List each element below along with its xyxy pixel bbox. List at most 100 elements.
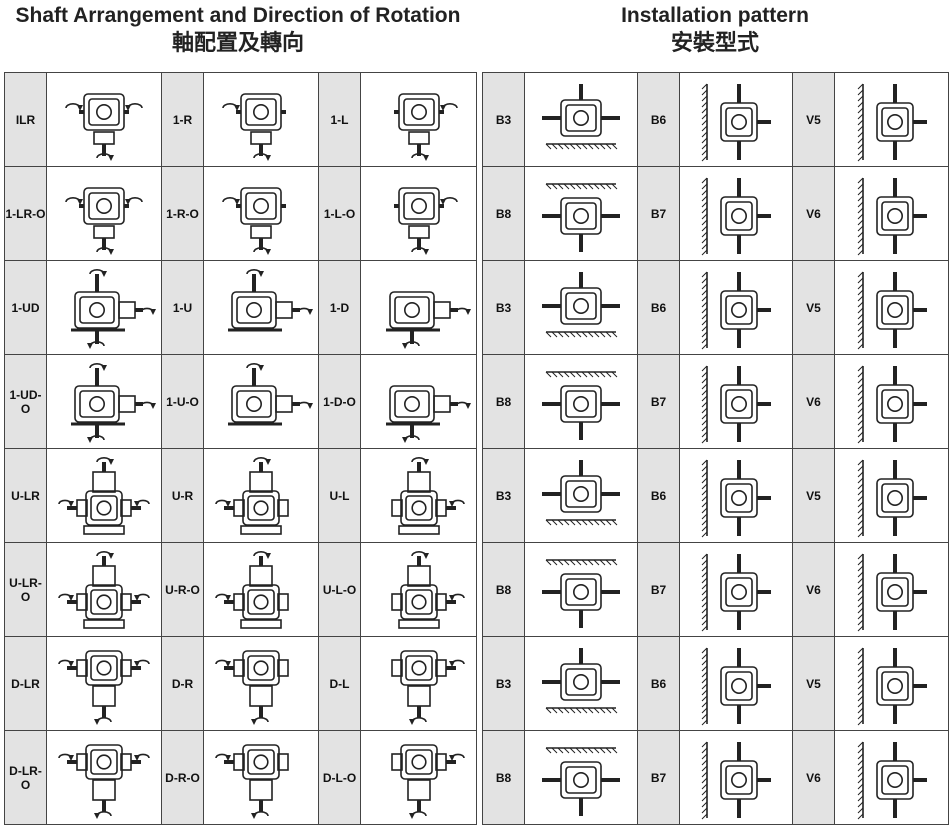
gearbox-rot-icon <box>65 92 143 161</box>
wall-mount-left-icon <box>701 177 771 255</box>
arrangement-figure <box>834 354 949 449</box>
arrangement-label: B6 <box>637 636 680 731</box>
wall-mount-left-icon <box>857 647 927 725</box>
arrangement-label: B6 <box>637 72 680 167</box>
table-row: B3 B6 V5 <box>482 260 949 355</box>
arrangement-figure <box>203 72 319 167</box>
arrangement-label: U-LR-O <box>4 542 47 637</box>
wall-mount-left-icon <box>701 459 771 537</box>
arrangement-label: U-R-O <box>161 542 204 637</box>
gearbox-tower-rot-icon <box>215 550 289 629</box>
arrangement-label: B3 <box>482 72 525 167</box>
arrangement-figure <box>679 542 793 637</box>
gearbox-inverted-rot-icon <box>215 743 289 819</box>
arrangement-figure <box>360 260 477 355</box>
gearbox-rot-icon <box>65 186 143 255</box>
wall-mount-left-icon <box>857 83 927 161</box>
floor-mount-icon <box>542 271 620 337</box>
arrangement-label: 1-U-O <box>161 354 204 449</box>
gearbox-rot-icon <box>222 186 286 255</box>
arrangement-label: 1-R <box>161 72 204 167</box>
arrangement-label: 1-R-O <box>161 166 204 261</box>
arrangement-label: 1-U <box>161 260 204 355</box>
gearbox-tower-rot-icon <box>215 456 289 535</box>
floor-mount-icon <box>542 647 620 713</box>
arrangement-label: D-R-O <box>161 730 204 825</box>
arrangement-figure <box>524 448 638 543</box>
arrangement-label: B3 <box>482 636 525 731</box>
arrangement-label: 1-UD-O <box>4 354 47 449</box>
arrangement-figure <box>524 636 638 731</box>
arrangement-label: D-LR <box>4 636 47 731</box>
arrangement-label: B8 <box>482 542 525 637</box>
arrangement-label: B3 <box>482 260 525 355</box>
arrangement-figure <box>679 166 793 261</box>
arrangement-label: U-R <box>161 448 204 543</box>
right-title-en: Installation pattern <box>621 4 809 27</box>
arrangement-label: 1-LR-O <box>4 166 47 261</box>
floor-mount-icon <box>542 459 620 525</box>
gearbox-side-rot-icon <box>71 362 156 443</box>
arrangement-figure <box>46 72 162 167</box>
arrangement-label: 1-L <box>318 72 361 167</box>
gearbox-tower-rot-icon <box>390 550 465 629</box>
arrangement-figure <box>203 166 319 261</box>
arrangement-figure <box>46 730 162 825</box>
arrangement-label: 1-L-O <box>318 166 361 261</box>
arrangement-figure <box>834 72 949 167</box>
arrangement-label: V5 <box>792 260 835 355</box>
wall-mount-left-icon <box>701 271 771 349</box>
gearbox-side-rot-icon <box>71 268 156 349</box>
gearbox-tower-rot-icon <box>58 550 150 629</box>
table-row: B3 B6 V5 <box>482 72 949 167</box>
wall-mount-left-icon <box>857 553 927 631</box>
wall-mount-left-icon <box>701 83 771 161</box>
gearbox-inverted-rot-icon <box>58 743 150 819</box>
ceiling-mount-icon <box>542 746 620 816</box>
gearbox-rot-icon <box>222 92 286 161</box>
arrangement-label: 1-D-O <box>318 354 361 449</box>
arrangement-figure <box>360 730 477 825</box>
gearbox-inverted-rot-icon <box>215 649 289 725</box>
wall-mount-left-icon <box>701 553 771 631</box>
table-row: B3 B6 V5 <box>482 636 949 731</box>
wall-mount-left-icon <box>857 177 927 255</box>
wall-mount-left-icon <box>857 365 927 443</box>
arrangement-label: B8 <box>482 354 525 449</box>
arrangement-label: U-L-O <box>318 542 361 637</box>
wall-mount-left-icon <box>701 365 771 443</box>
table-row: U-LR U-R U-L <box>4 448 477 543</box>
ceiling-mount-icon <box>542 558 620 628</box>
arrangement-figure <box>203 636 319 731</box>
table-row: B8 B7 V6 <box>482 166 949 261</box>
arrangement-label: V6 <box>792 730 835 825</box>
wall-mount-left-icon <box>857 459 927 537</box>
arrangement-label: B8 <box>482 166 525 261</box>
table-row: ILR 1-R 1-L <box>4 72 477 167</box>
table-row: D-LR-O D-R-O D-L-O <box>4 730 477 825</box>
arrangement-label: B6 <box>637 448 680 543</box>
ceiling-mount-icon <box>542 182 620 252</box>
right-heading: Installation pattern 安裝型式 <box>482 2 948 58</box>
table-row: B3 B6 V5 <box>482 448 949 543</box>
arrangement-label: V6 <box>792 354 835 449</box>
installation-pattern-table: B3 B6 V5 B8 B7 V6 B3 B6 V5 <box>482 72 949 825</box>
wall-mount-left-icon <box>701 741 771 819</box>
arrangement-figure <box>360 542 477 637</box>
arrangement-figure <box>46 354 162 449</box>
arrangement-label: 1-UD <box>4 260 47 355</box>
arrangement-figure <box>203 260 319 355</box>
arrangement-figure <box>360 636 477 731</box>
arrangement-figure <box>679 260 793 355</box>
arrangement-figure <box>203 730 319 825</box>
arrangement-label: D-R <box>161 636 204 731</box>
arrangement-figure <box>360 354 477 449</box>
arrangement-label: B6 <box>637 260 680 355</box>
table-row: U-LR-O U-R-O U-L-O <box>4 542 477 637</box>
gearbox-side-rot-icon <box>228 268 313 331</box>
arrangement-label: B7 <box>637 354 680 449</box>
arrangement-figure <box>524 730 638 825</box>
arrangement-label: U-L <box>318 448 361 543</box>
gearbox-rot-icon <box>393 92 458 161</box>
arrangement-label: V6 <box>792 166 835 261</box>
